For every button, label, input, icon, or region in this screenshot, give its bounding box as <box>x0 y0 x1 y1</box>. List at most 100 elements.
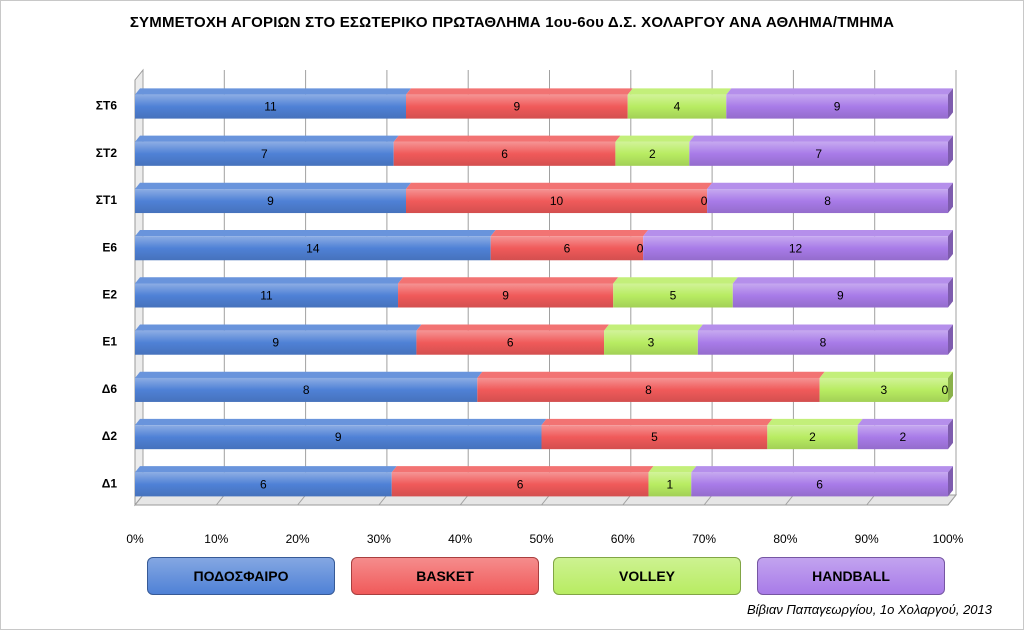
data-label: 8 <box>645 383 652 397</box>
bar-top-face <box>490 230 649 237</box>
gridline-floor <box>622 494 632 506</box>
bar-segment <box>819 377 948 402</box>
data-label: 14 <box>306 241 320 255</box>
bar-segment <box>135 283 399 308</box>
data-label: 0 <box>942 383 949 397</box>
credit-text: Βίβιαν Παπαγεωργίου, 1ο Χολαργού, 2013 <box>746 602 992 617</box>
data-label: 9 <box>267 194 274 208</box>
bar-top-face <box>697 324 953 331</box>
data-label: 1 <box>667 477 674 491</box>
data-label: 4 <box>674 100 681 114</box>
category-label: Ε6 <box>102 240 117 254</box>
data-label: 5 <box>670 289 677 303</box>
bar-segment <box>135 330 417 355</box>
data-label: 0 <box>637 241 644 255</box>
bar-segment <box>613 283 733 308</box>
bar-top-face <box>477 371 825 378</box>
data-label: 9 <box>514 100 521 114</box>
bar-top-face <box>135 182 411 190</box>
bar-segment <box>697 330 948 355</box>
bar-segment <box>726 94 948 119</box>
bar-segment <box>406 94 628 119</box>
x-tick-label: 0% <box>126 532 144 546</box>
gridline-floor <box>866 494 876 506</box>
data-label: 3 <box>648 336 655 350</box>
data-label: 9 <box>335 430 342 444</box>
data-label: 6 <box>564 241 571 255</box>
bar-segment <box>135 189 406 214</box>
bar-top-face <box>135 135 399 142</box>
bar-top-face <box>135 371 483 378</box>
bar-top-face <box>857 418 953 426</box>
data-label: 6 <box>507 336 514 350</box>
x-tick-label: 50% <box>529 532 553 546</box>
data-label: 6 <box>501 147 508 161</box>
bar-top-face <box>643 230 953 237</box>
data-label: 9 <box>272 336 279 350</box>
bar-end-face <box>948 324 953 355</box>
bar-top-face <box>613 277 738 284</box>
gridline-floor <box>541 494 550 506</box>
data-label: 11 <box>264 100 277 114</box>
legend-item: BASKET <box>351 557 539 595</box>
bar-top-face <box>648 466 697 473</box>
x-tick-label: 70% <box>692 532 716 546</box>
x-tick-label: 40% <box>448 532 472 546</box>
bar-top-face <box>732 277 953 284</box>
data-label: 6 <box>260 477 267 491</box>
category-label: Δ2 <box>102 429 118 443</box>
bar-end-face <box>948 135 953 166</box>
legend-item: HANDBALL <box>757 557 945 595</box>
bar-segment <box>135 472 392 497</box>
bar-segment <box>643 236 948 261</box>
bar-segment <box>707 189 948 214</box>
category-label: ΣΤ2 <box>96 146 118 160</box>
bar-top-face <box>393 135 621 142</box>
bar-top-face <box>691 466 953 473</box>
bar-segment <box>416 330 605 355</box>
bar-top-face <box>135 230 496 237</box>
category-label: ΣΤ1 <box>96 193 118 207</box>
bar-end-face <box>948 418 953 450</box>
bar-top-face <box>627 88 732 95</box>
bar-top-face <box>615 135 695 142</box>
bar-top-face <box>416 324 610 331</box>
bar-segment <box>691 472 948 497</box>
bar-end-face <box>948 230 953 261</box>
bar-segment <box>135 141 394 166</box>
gridline-floor <box>378 494 388 506</box>
bar-segment <box>648 472 692 497</box>
bar-top-face <box>767 418 863 426</box>
data-label: 5 <box>651 430 658 444</box>
bar-top-face <box>135 324 422 331</box>
bar-end-face <box>948 277 953 308</box>
bar-top-face <box>398 277 619 284</box>
data-label: 12 <box>789 241 803 255</box>
category-label: ΣΤ6 <box>96 99 118 113</box>
bar-end-face <box>948 466 953 497</box>
data-label: 3 <box>880 383 887 397</box>
gridline-floor <box>785 494 794 506</box>
x-tick-label: 100% <box>933 532 964 546</box>
bar-segment <box>604 330 698 355</box>
bar-segment <box>689 141 948 166</box>
bar-segment <box>393 141 616 166</box>
bar-segment <box>135 377 478 402</box>
data-label: 7 <box>815 147 822 161</box>
data-label: 2 <box>899 430 906 444</box>
bar-top-face <box>707 182 953 190</box>
bar-segment <box>615 141 690 166</box>
x-tick-label: 90% <box>855 532 879 546</box>
legend-item: ΠΟΔΟΣΦΑΙΡΟ <box>147 557 335 595</box>
bar-top-face <box>391 466 654 473</box>
bar-end-face <box>948 371 953 402</box>
legend-item: VOLLEY <box>553 557 741 595</box>
data-label: 7 <box>261 147 268 161</box>
bar-top-face <box>135 418 547 426</box>
data-label: 9 <box>834 100 841 114</box>
category-label: Δ6 <box>102 382 118 396</box>
bar-top-face <box>135 466 397 473</box>
bar-segment <box>135 94 406 119</box>
bar-top-face <box>135 88 411 95</box>
